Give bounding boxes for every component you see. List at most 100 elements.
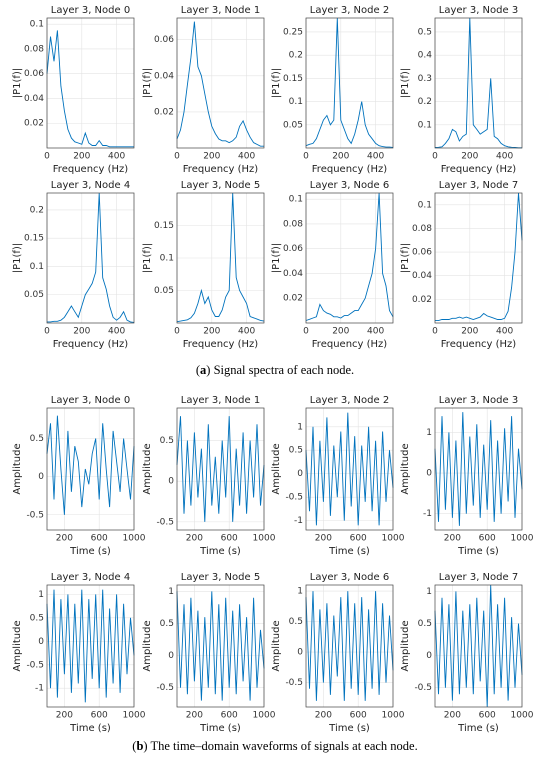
data-line bbox=[434, 412, 523, 526]
x-tick-label: 200 bbox=[186, 534, 203, 544]
x-tick-label: 1000 bbox=[382, 711, 405, 721]
x-axis-label: Frequency (Hz) bbox=[312, 339, 388, 350]
x-axis-label: Frequency (Hz) bbox=[53, 339, 129, 350]
y-tick-label: -1 bbox=[423, 509, 432, 519]
x-tick-label: 600 bbox=[350, 534, 367, 544]
axes-frame bbox=[46, 407, 135, 531]
caption-open: ( bbox=[132, 739, 136, 753]
x-axis-label: Time (s) bbox=[328, 723, 370, 734]
x-tick-label: 200 bbox=[203, 327, 220, 337]
x-tick-label: 400 bbox=[496, 327, 513, 337]
chart-title: Layer 3, Node 5 bbox=[181, 180, 260, 191]
x-tick-label: 600 bbox=[91, 711, 108, 721]
x-axis-label: Frequency (Hz) bbox=[183, 339, 259, 350]
y-tick-label: 0.08 bbox=[24, 44, 44, 54]
plot-area bbox=[435, 18, 522, 148]
y-tick-label: 0 bbox=[168, 651, 174, 661]
chart-title: Layer 3, Node 0 bbox=[51, 395, 130, 406]
chart-title: Layer 3, Node 7 bbox=[439, 180, 518, 191]
data-line bbox=[434, 17, 522, 149]
caption-label: a bbox=[200, 363, 207, 377]
x-tick-label: 1000 bbox=[123, 711, 146, 721]
chart-title: Layer 3, Node 4 bbox=[51, 572, 130, 583]
y-tick-label: 0.06 bbox=[283, 244, 303, 254]
y-tick-label: 0 bbox=[426, 469, 432, 479]
x-tick-label: 200 bbox=[56, 534, 73, 544]
axes-frame bbox=[434, 584, 523, 708]
y-tick-label: 0.2 bbox=[30, 205, 44, 215]
y-tick-label: 0.02 bbox=[24, 119, 44, 129]
chart-title: Layer 3, Node 5 bbox=[181, 572, 260, 583]
axes-frame bbox=[305, 584, 394, 708]
axes-frame bbox=[176, 192, 265, 324]
x-axis-label: Time (s) bbox=[199, 546, 241, 557]
plot-area bbox=[47, 193, 134, 323]
axes-frame bbox=[434, 17, 523, 149]
y-tick-label: 0.25 bbox=[283, 27, 303, 37]
chart-title: Layer 3, Node 6 bbox=[310, 180, 389, 191]
y-tick-label: 0.15 bbox=[283, 74, 303, 84]
x-tick-label: 400 bbox=[108, 152, 125, 162]
caption-text: ) The time–domain waveforms of signals a… bbox=[143, 739, 417, 753]
y-tick-label: 0.1 bbox=[30, 262, 44, 272]
y-tick-label: 0.04 bbox=[283, 269, 303, 279]
chart-title: Layer 3, Node 1 bbox=[181, 395, 260, 406]
y-tick-label: 1 bbox=[297, 422, 303, 432]
x-tick-label: 0 bbox=[44, 152, 50, 162]
x-tick-label: 1000 bbox=[511, 711, 534, 721]
x-tick-label: 200 bbox=[461, 152, 478, 162]
y-tick-label: 1 bbox=[297, 587, 303, 597]
x-tick-label: 200 bbox=[186, 711, 203, 721]
y-tick-label: 0 bbox=[426, 651, 432, 661]
chart-title: Layer 3, Node 3 bbox=[439, 395, 518, 406]
x-tick-label: 0 bbox=[174, 327, 180, 337]
chart-title: Layer 3, Node 0 bbox=[51, 5, 130, 16]
axes-frame bbox=[305, 407, 394, 531]
y-tick-label: 0.02 bbox=[412, 295, 432, 305]
x-tick-label: 200 bbox=[315, 534, 332, 544]
x-tick-label: 200 bbox=[444, 711, 461, 721]
y-axis-label: Amplitude bbox=[12, 443, 23, 494]
x-tick-label: 200 bbox=[73, 327, 90, 337]
data-line bbox=[46, 589, 135, 703]
y-axis-label: Amplitude bbox=[142, 620, 153, 671]
y-tick-label: 0.1 bbox=[160, 254, 174, 264]
y-axis-label: |P1(f)| bbox=[400, 243, 411, 273]
y-tick-label: 0.5 bbox=[418, 619, 432, 629]
y-tick-label: -0.5 bbox=[156, 683, 174, 693]
data-line bbox=[46, 415, 135, 515]
y-axis-label: |P1(f)| bbox=[12, 68, 23, 98]
y-tick-label: 0.08 bbox=[283, 219, 303, 229]
x-axis-label: Time (s) bbox=[199, 723, 241, 734]
data-line bbox=[176, 416, 265, 522]
chart-title: Layer 3, Node 6 bbox=[310, 572, 389, 583]
x-tick-label: 600 bbox=[479, 534, 496, 544]
x-tick-label: 200 bbox=[444, 534, 461, 544]
x-tick-label: 200 bbox=[461, 327, 478, 337]
x-tick-label: 400 bbox=[238, 152, 255, 162]
y-axis-label: |P1(f)| bbox=[271, 243, 282, 273]
y-tick-label: -0.5 bbox=[26, 510, 44, 520]
x-tick-label: 1000 bbox=[123, 534, 146, 544]
x-tick-label: 0 bbox=[303, 327, 309, 337]
x-tick-label: 0 bbox=[432, 152, 438, 162]
x-axis-label: Time (s) bbox=[328, 546, 370, 557]
x-tick-label: 600 bbox=[221, 534, 238, 544]
y-tick-label: 0.04 bbox=[24, 94, 44, 104]
x-axis-label: Frequency (Hz) bbox=[312, 164, 388, 175]
x-tick-label: 200 bbox=[56, 711, 73, 721]
y-tick-label: -0.5 bbox=[285, 678, 303, 688]
x-axis-label: Time (s) bbox=[457, 723, 499, 734]
chart-title: Layer 3, Node 2 bbox=[310, 5, 389, 16]
chart-title: Layer 3, Node 3 bbox=[439, 5, 518, 16]
y-tick-label: 0.02 bbox=[283, 294, 303, 304]
plot-area bbox=[435, 193, 522, 323]
x-tick-label: 600 bbox=[91, 534, 108, 544]
x-axis-label: Time (s) bbox=[69, 723, 111, 734]
y-tick-label: 0.2 bbox=[289, 51, 303, 61]
caption: (a) Signal spectra of each node. bbox=[196, 363, 354, 377]
x-tick-label: 200 bbox=[315, 711, 332, 721]
x-tick-label: 200 bbox=[332, 327, 349, 337]
axes-frame bbox=[176, 407, 265, 531]
